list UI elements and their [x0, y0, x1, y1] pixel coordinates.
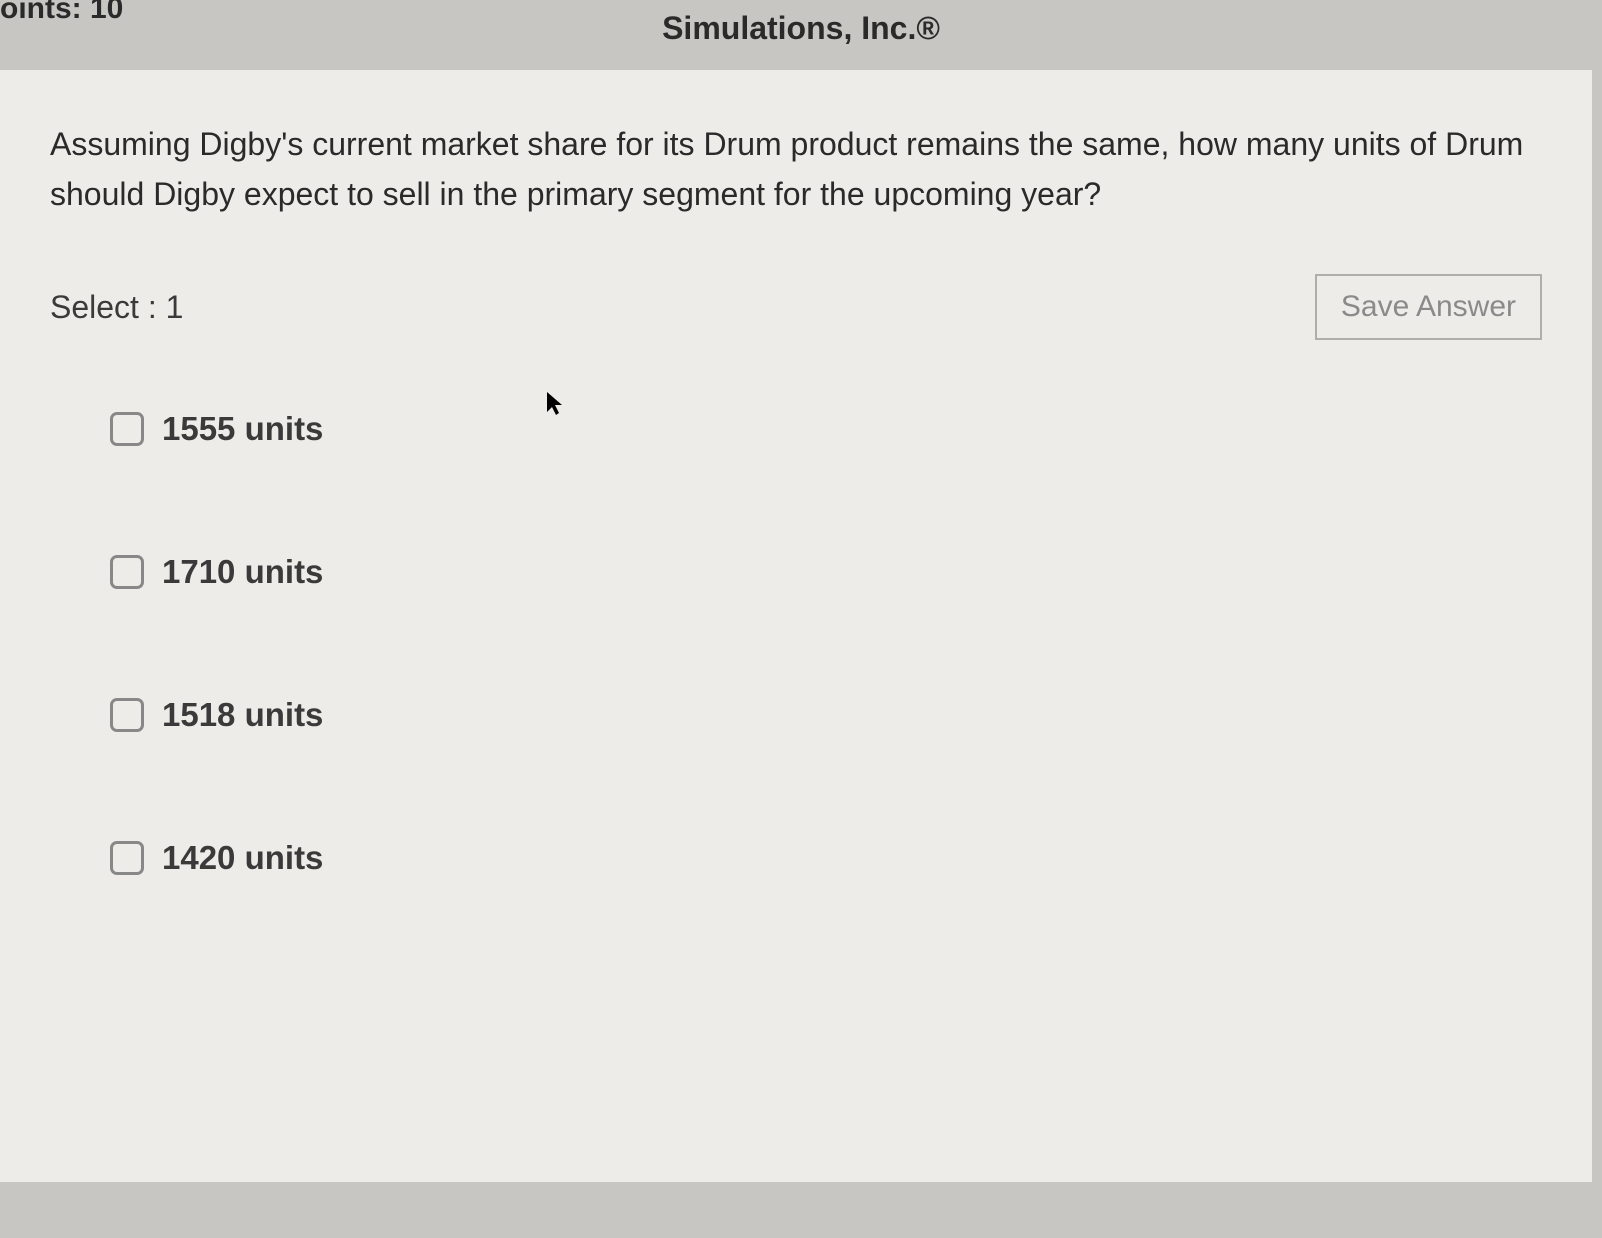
option-item[interactable]: 1710 units [110, 553, 1542, 591]
option-item[interactable]: 1420 units [110, 839, 1542, 877]
checkbox-option-4[interactable] [110, 841, 144, 875]
points-label: oints: 10 [0, 0, 123, 26]
checkbox-option-2[interactable] [110, 555, 144, 589]
company-name: Simulations, Inc.® [662, 10, 940, 47]
option-label: 1420 units [162, 839, 323, 877]
save-answer-button[interactable]: Save Answer [1315, 274, 1542, 340]
option-item[interactable]: 1518 units [110, 696, 1542, 734]
option-label: 1710 units [162, 553, 323, 591]
header-area: oints: 10 Simulations, Inc.® [0, 0, 1602, 70]
options-list: 1555 units 1710 units 1518 units 1420 un… [50, 410, 1542, 877]
option-label: 1518 units [162, 696, 323, 734]
checkbox-option-1[interactable] [110, 412, 144, 446]
question-text: Assuming Digby's current market share fo… [50, 120, 1542, 219]
checkbox-option-3[interactable] [110, 698, 144, 732]
option-label: 1555 units [162, 410, 323, 448]
option-item[interactable]: 1555 units [110, 410, 1542, 448]
select-count-label: Select : 1 [50, 289, 183, 326]
select-row: Select : 1 Save Answer [50, 274, 1542, 340]
question-panel: Assuming Digby's current market share fo… [0, 70, 1592, 1182]
